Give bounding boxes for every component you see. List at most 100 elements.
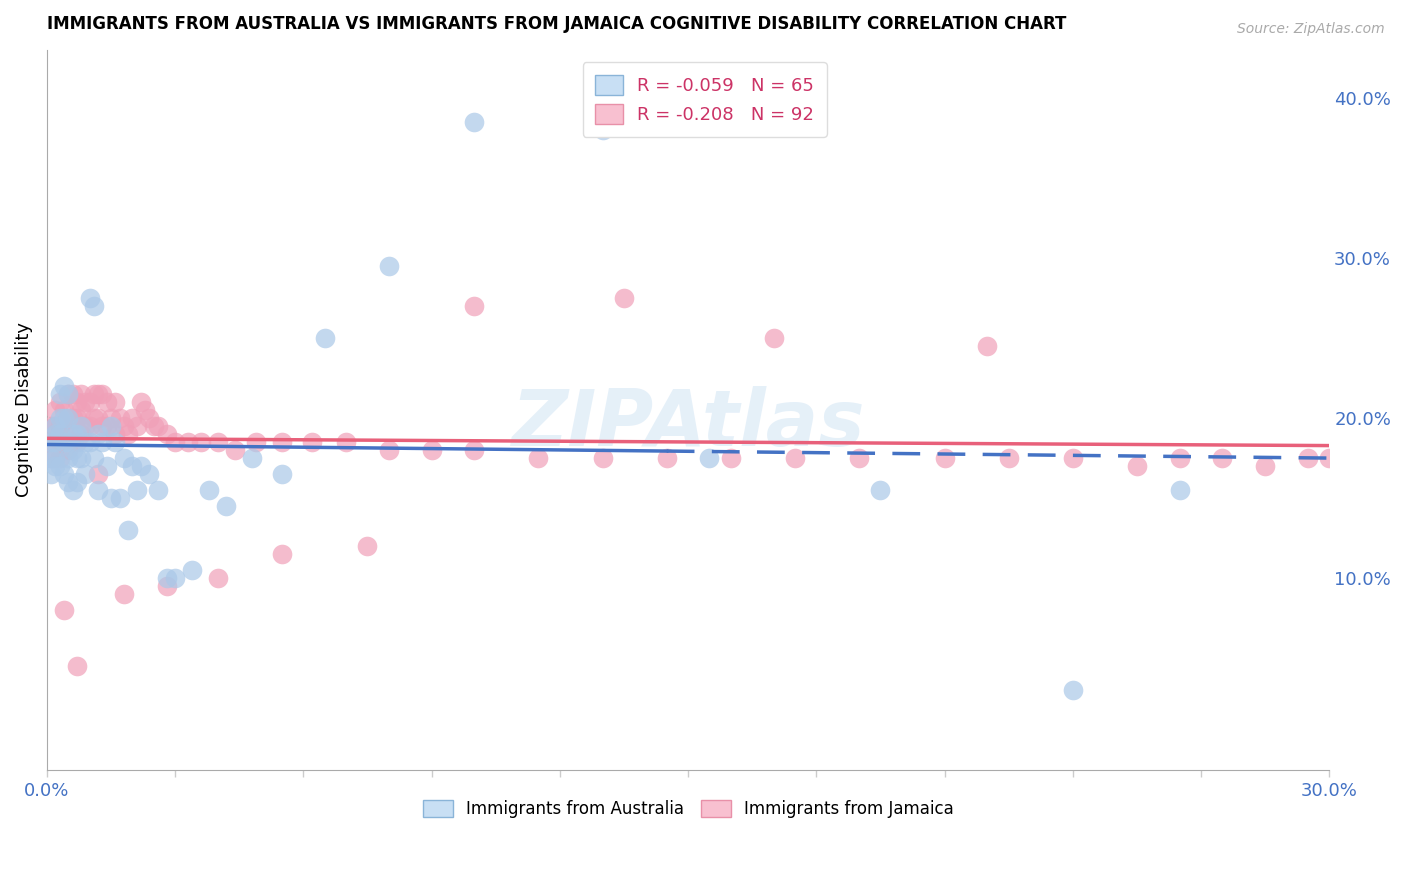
Point (104, 395, 127, 409)
Point (87, 387, 110, 401)
Point (53, 403, 76, 417)
Point (121, 458, 143, 473)
Point (39, 467, 62, 481)
Point (271, 467, 294, 481)
Point (70, 450, 93, 465)
Point (335, 434, 357, 449)
Point (100, 418, 122, 433)
Point (44, 434, 66, 449)
Point (378, 442, 401, 457)
Point (62, 411, 84, 425)
Point (134, 403, 156, 417)
Point (87, 426, 110, 441)
Legend: Immigrants from Australia, Immigrants from Jamaica: Immigrants from Australia, Immigrants fr… (415, 791, 962, 827)
Point (83, 299, 105, 313)
Point (66, 450, 89, 465)
Point (301, 434, 323, 449)
Point (240, 450, 263, 465)
Point (53, 442, 76, 457)
Point (378, 259, 401, 273)
Point (112, 450, 135, 465)
Point (934, 450, 956, 465)
Point (1168, 450, 1191, 465)
Point (48, 426, 70, 441)
Point (39, 450, 62, 465)
Point (62, 442, 84, 457)
Point (48, 458, 70, 473)
Point (91, 434, 114, 449)
Point (655, 450, 678, 465)
Point (53, 434, 76, 449)
Point (66, 434, 89, 449)
Point (44, 434, 66, 449)
Point (527, 450, 550, 465)
Point (58, 426, 80, 441)
Point (314, 331, 336, 345)
Point (592, 450, 614, 465)
Point (997, 450, 1019, 465)
Point (215, 499, 238, 513)
Point (48, 387, 70, 401)
Point (198, 483, 221, 497)
Y-axis label: Cognitive Disability: Cognitive Disability (15, 322, 32, 498)
Point (39, 434, 62, 449)
Point (66, 659, 89, 673)
Point (138, 467, 160, 481)
Point (129, 395, 152, 409)
Point (117, 426, 139, 441)
Text: IMMIGRANTS FROM AUSTRALIA VS IMMIGRANTS FROM JAMAICA COGNITIVE DISABILITY CORREL: IMMIGRANTS FROM AUSTRALIA VS IMMIGRANTS … (46, 15, 1066, 33)
Point (224, 442, 246, 457)
Point (848, 450, 870, 465)
Point (1211, 450, 1233, 465)
Point (66, 475, 89, 489)
Point (87, 411, 110, 425)
Point (75, 434, 97, 449)
Point (420, 442, 443, 457)
Point (83, 450, 105, 465)
Point (138, 411, 160, 425)
Point (39, 434, 62, 449)
Point (207, 434, 229, 449)
Point (53, 418, 76, 433)
Point (117, 523, 139, 537)
Point (1126, 458, 1149, 473)
Point (155, 579, 177, 593)
Point (100, 491, 122, 505)
Point (207, 571, 229, 585)
Point (96, 418, 118, 433)
Point (58, 442, 80, 457)
Point (1062, 450, 1084, 465)
Point (79, 291, 101, 305)
Point (146, 418, 169, 433)
Point (613, 291, 636, 305)
Point (121, 411, 143, 425)
Point (356, 539, 378, 553)
Point (48, 411, 70, 425)
Point (762, 331, 785, 345)
Point (125, 483, 148, 497)
Point (70, 418, 93, 433)
Point (58, 450, 80, 465)
Point (53, 603, 76, 617)
Point (58, 387, 80, 401)
Point (79, 395, 101, 409)
Point (1317, 450, 1340, 465)
Point (96, 458, 118, 473)
Point (58, 434, 80, 449)
Point (48, 450, 70, 465)
Point (463, 299, 485, 313)
Point (44, 450, 66, 465)
Point (112, 418, 135, 433)
Point (592, 123, 614, 137)
Point (58, 387, 80, 401)
Point (53, 379, 76, 393)
Text: Source: ZipAtlas.com: Source: ZipAtlas.com (1237, 22, 1385, 37)
Point (91, 387, 114, 401)
Point (699, 450, 721, 465)
Point (75, 467, 97, 481)
Point (104, 434, 127, 449)
Point (177, 434, 200, 449)
Point (58, 411, 80, 425)
Point (39, 418, 62, 433)
Point (62, 387, 84, 401)
